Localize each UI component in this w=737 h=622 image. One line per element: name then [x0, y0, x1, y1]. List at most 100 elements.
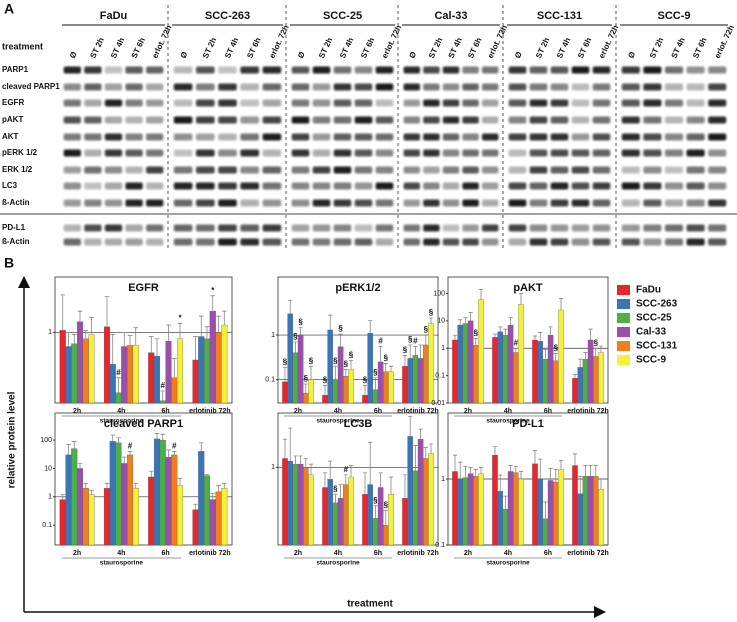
error-bar	[133, 482, 139, 489]
blot-band	[333, 99, 352, 107]
blot-band	[592, 166, 611, 174]
treatment-name: ST 6h	[691, 36, 708, 60]
blot-band	[291, 66, 310, 74]
bar	[198, 451, 205, 546]
x-axis-label: treatment	[347, 599, 393, 610]
error-bar	[368, 441, 373, 485]
y-tick-label: 0.1	[435, 372, 445, 379]
error-bar	[221, 310, 227, 326]
error-bar	[127, 451, 133, 455]
blot-band	[125, 149, 143, 157]
error-bar	[373, 505, 378, 519]
bar	[383, 371, 389, 404]
error-bar	[458, 461, 463, 479]
blot-band	[354, 182, 373, 190]
blot-band	[173, 116, 193, 124]
blot-band	[462, 182, 479, 190]
treatment-name: ST 6h	[359, 36, 376, 60]
error-bar	[558, 298, 564, 310]
significance-mark: #	[344, 465, 349, 474]
error-bar	[423, 447, 428, 459]
blot-band	[708, 199, 727, 207]
blot-band	[84, 116, 102, 124]
error-bar	[538, 332, 543, 342]
error-bar	[110, 434, 116, 442]
significance-mark: §	[384, 354, 389, 363]
bar	[82, 488, 89, 546]
significance-mark: §	[408, 335, 413, 344]
x-tick-label: 4h	[334, 550, 342, 557]
error-bar	[89, 489, 94, 495]
blot-band	[375, 99, 394, 107]
bar	[457, 324, 463, 404]
blot-band	[571, 182, 590, 190]
blot-band	[333, 166, 352, 174]
blot-band	[125, 166, 143, 174]
bar	[348, 476, 354, 546]
bar	[148, 476, 155, 546]
bar	[132, 488, 139, 546]
blot-band	[125, 199, 143, 207]
blot-band	[173, 238, 193, 246]
cell-line-name: Cal-33	[434, 10, 467, 22]
bar	[132, 345, 139, 404]
x-tick-label: 4h	[117, 408, 125, 415]
blot-band	[333, 133, 352, 141]
blot-band	[173, 99, 193, 107]
protein-label: LC3	[2, 181, 18, 190]
error-bar	[148, 336, 154, 353]
bar	[502, 335, 509, 404]
chart-title: cleaved PARP1	[104, 418, 183, 430]
bar	[372, 518, 379, 546]
bar	[221, 488, 228, 546]
error-bar	[452, 454, 458, 472]
blot-band	[84, 238, 102, 246]
significance-mark: §	[304, 374, 309, 383]
bar	[292, 352, 299, 404]
significance-mark: *	[211, 286, 215, 295]
blot-band	[423, 224, 440, 232]
blot-band	[621, 116, 640, 124]
error-bar	[572, 453, 578, 466]
error-bar	[378, 472, 383, 488]
plot-frame	[54, 412, 233, 546]
bar	[215, 332, 222, 404]
significance-mark: #	[172, 441, 177, 450]
bar	[103, 488, 111, 546]
error-bar	[71, 334, 77, 344]
blot-band	[354, 238, 373, 246]
x-tick-label: 4h	[504, 408, 512, 415]
bar	[423, 458, 429, 546]
significance-mark: #	[128, 441, 133, 450]
bar	[148, 352, 155, 404]
blot-band	[508, 116, 527, 124]
blot-band	[708, 133, 727, 141]
error-bar	[154, 338, 160, 357]
blot-band	[664, 133, 684, 141]
blot-band	[462, 199, 479, 207]
blot-band	[529, 149, 548, 157]
blot-band	[240, 149, 260, 157]
bar	[303, 392, 309, 404]
blot-band	[664, 83, 684, 91]
error-bar	[408, 416, 413, 437]
error-bar	[343, 474, 348, 485]
protein-label: ERK 1/2	[2, 165, 33, 174]
blot-band	[354, 66, 373, 74]
error-bar	[133, 327, 139, 346]
error-bar	[588, 465, 593, 477]
blot-band	[529, 238, 548, 246]
blot-band	[375, 66, 394, 74]
blot-band	[84, 224, 102, 232]
blot-band	[375, 238, 394, 246]
blot-band	[592, 149, 611, 157]
bar	[553, 360, 559, 404]
bar	[192, 359, 199, 404]
treatment-name: ST 2h	[534, 36, 551, 60]
blot-band	[550, 224, 569, 232]
bar	[367, 484, 373, 546]
blot-band	[104, 83, 123, 91]
error-bar	[418, 428, 423, 440]
blot-band	[125, 116, 143, 124]
bar	[407, 436, 413, 546]
